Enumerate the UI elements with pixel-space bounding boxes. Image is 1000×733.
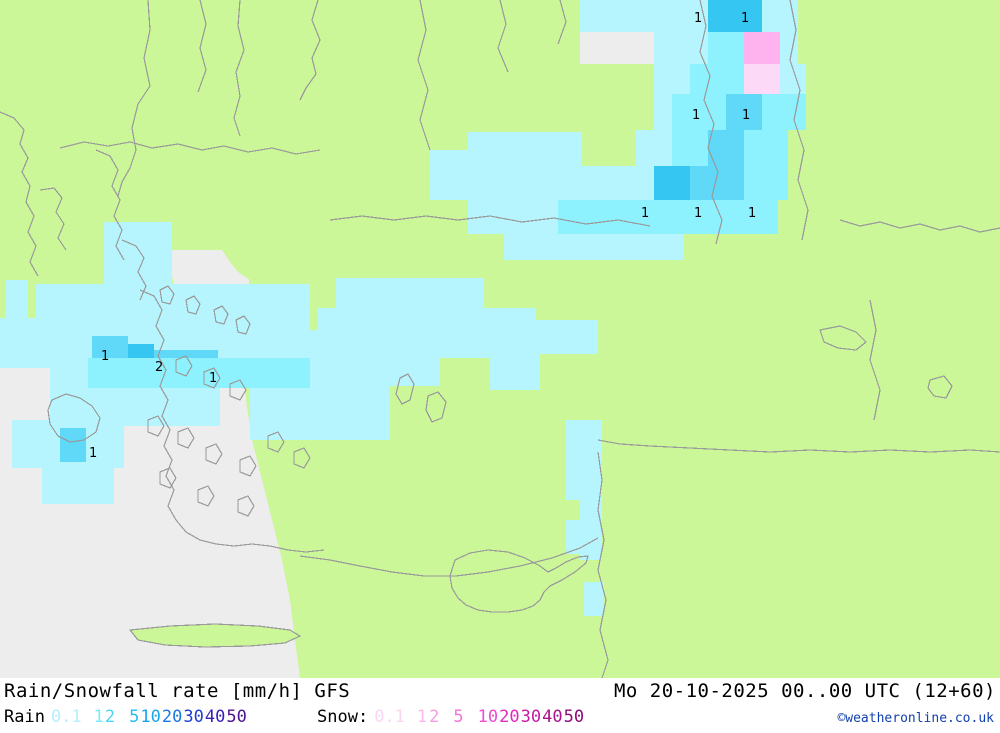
island-cyprus: [450, 550, 588, 612]
legend-tick: 30: [183, 707, 204, 727]
legend-tick: 0.1: [50, 707, 82, 727]
legend-tick: 2: [429, 707, 440, 727]
snow-legend-ticks: 0.1 1 2 5 10 20 30 40 50: [374, 707, 584, 727]
legend-tick: 2: [104, 707, 116, 727]
legend-tick: 0.1: [374, 707, 405, 727]
legend-tick: 5: [453, 707, 464, 727]
precip-blacksea: [430, 0, 806, 260]
precipitation-map[interactable]: 1 1 1 1 1 1 1 1 2 1 1: [0, 0, 1000, 678]
legend-tick: 1: [93, 707, 104, 727]
legend-tick: 5: [129, 707, 140, 727]
rain-legend: Rain 0.1 1 2 5 10 20 30 40 50: [4, 707, 247, 727]
snow-legend: Snow: 0.1 1 2 5 10 20 30 40 50: [317, 707, 584, 727]
precip-levant: [566, 520, 604, 616]
legend-tick: 20: [499, 707, 520, 727]
legend-tick: 10: [477, 707, 499, 727]
legend-tick: 50: [226, 707, 247, 727]
island-rhodes: [316, 516, 336, 538]
land-levant: [598, 424, 1000, 678]
rain-legend-label: Rain: [4, 707, 45, 727]
legend-tick: 40: [542, 707, 563, 727]
legend-scale-row: Rain 0.1 1 2 5 10 20 30 40 50 Snow: 0.1 1 2 5 10 20 30…: [0, 707, 1000, 731]
map-canvas: [0, 0, 1000, 678]
forecast-datetime: Mo 20-10-2025 00..00 UTC (12+60): [613, 680, 996, 702]
border-layer: [0, 0, 1000, 678]
legend-tick: 20: [161, 707, 183, 727]
precip-aegean: [0, 222, 310, 504]
footer-title-row: Rain/Snowfall rate [mm/h] GFS Mo 20-10-2…: [0, 680, 1000, 706]
rain-legend-ticks: 0.1 1 2 5 10 20 30 40 50: [51, 707, 247, 727]
legend-tick: 30: [520, 707, 542, 727]
copyright-notice: ©weatheronline.co.uk: [837, 711, 994, 726]
legend-tick: 10: [140, 707, 161, 727]
legend-tick: 40: [204, 707, 226, 727]
precip-layer: [0, 0, 806, 616]
legend-tick: 1: [416, 707, 428, 727]
island-crete: [130, 624, 300, 647]
legend-tick: 50: [563, 707, 585, 727]
map-footer: Rain/Snowfall rate [mm/h] GFS Mo 20-10-2…: [0, 678, 1000, 733]
snow-legend-label: Snow:: [317, 707, 369, 727]
product-title: Rain/Snowfall rate [mm/h] GFS: [4, 680, 351, 702]
